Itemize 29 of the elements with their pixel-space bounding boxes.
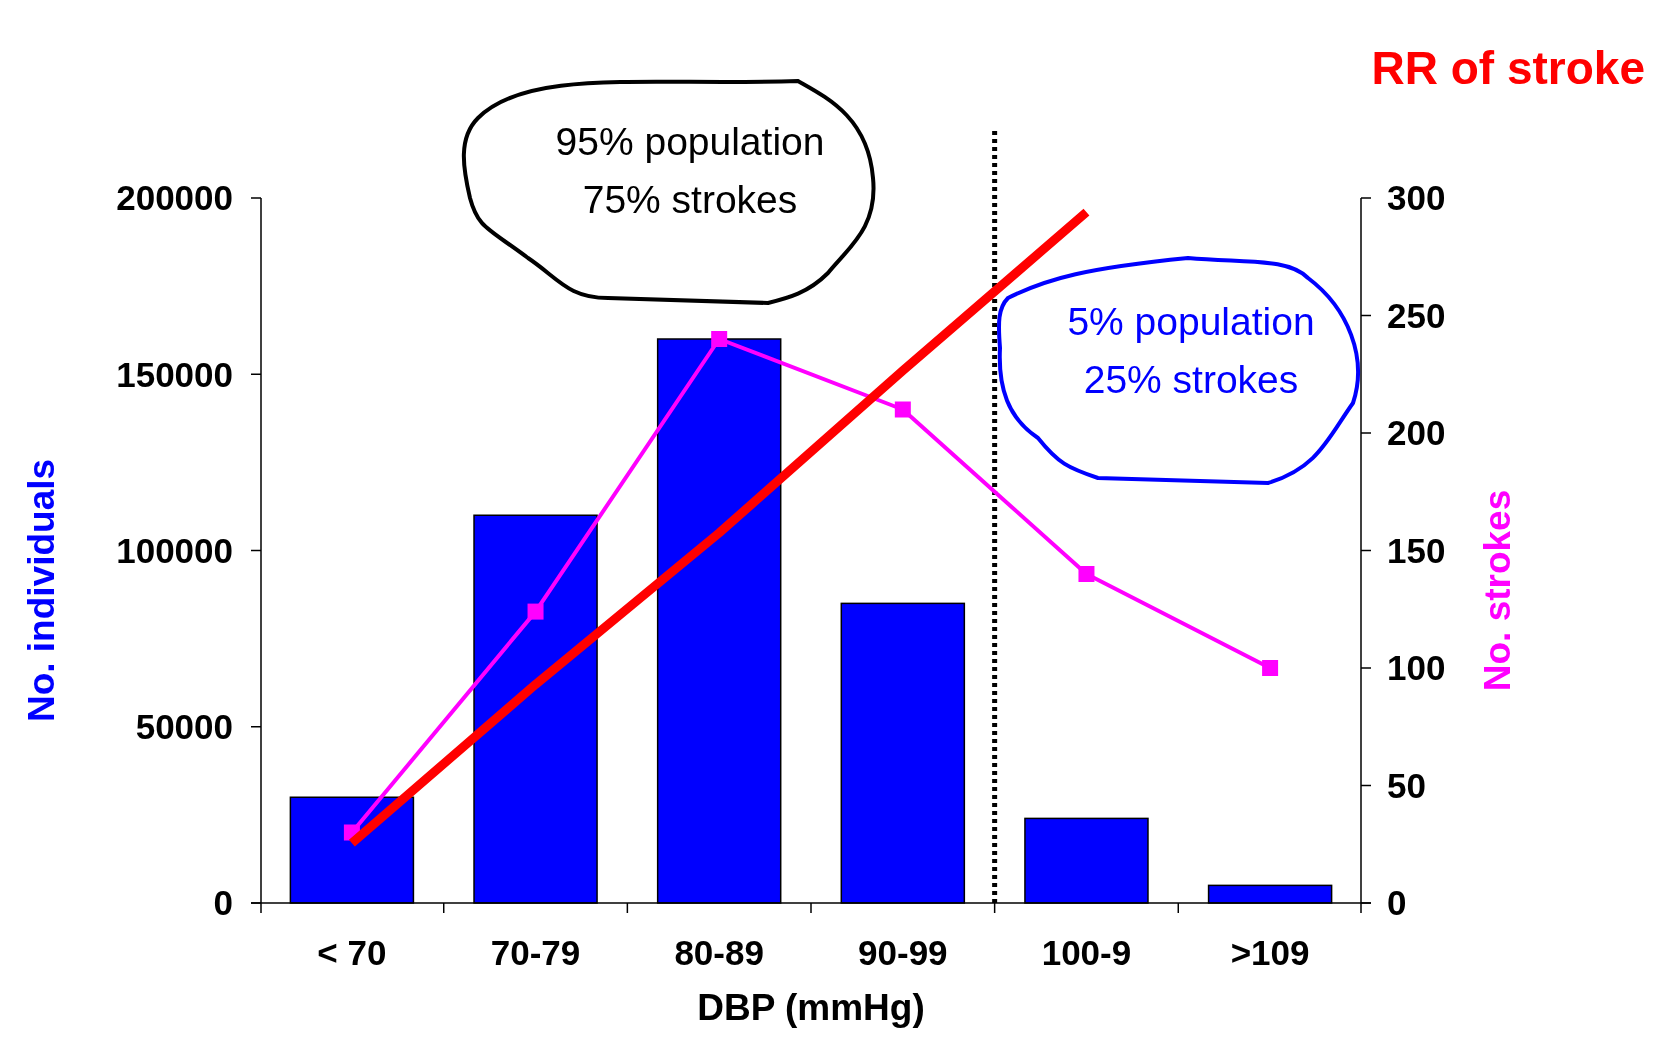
y-tick-label: 200000 (116, 178, 233, 218)
x-tick-label: >109 (1230, 933, 1310, 972)
y-tick-label: 50000 (135, 707, 233, 746)
x-tick-label: 90-99 (858, 933, 948, 972)
point (894, 401, 911, 418)
point (1262, 660, 1279, 676)
x-axis-title: DBP (mmHg) (697, 987, 925, 1028)
y-tick-label: 150000 (116, 354, 233, 394)
y-tick-label: 100000 (116, 530, 233, 570)
point (1078, 566, 1095, 582)
y2-tick-label: 250 (1387, 295, 1446, 335)
x-tick-label: 70-79 (490, 933, 581, 972)
annotation: 95% population 75% strokes (555, 120, 825, 221)
annotation: 5% population 25% strokes (1067, 300, 1315, 401)
point (527, 603, 544, 620)
y2-axis-title: No. strokes (1477, 489, 1518, 692)
y-tick-label: 0 (213, 883, 233, 923)
x-tick-label: < 70 (317, 933, 387, 972)
y2-tick-label: 0 (1387, 883, 1407, 923)
y2-tick-label: 300 (1387, 178, 1446, 218)
x-tick-label: 100-9 (1041, 933, 1132, 972)
y2-tick-label: 200 (1387, 413, 1446, 453)
text: RR of stroke (1371, 42, 1645, 95)
x-tick-label: 80-89 (674, 933, 764, 972)
y2-tick-label: 100 (1387, 648, 1446, 688)
y2-tick-label: 150 (1387, 530, 1446, 570)
y-axis-title: No. individuals (21, 458, 62, 723)
y2-tick-label: 50 (1387, 765, 1426, 805)
point (711, 331, 728, 347)
